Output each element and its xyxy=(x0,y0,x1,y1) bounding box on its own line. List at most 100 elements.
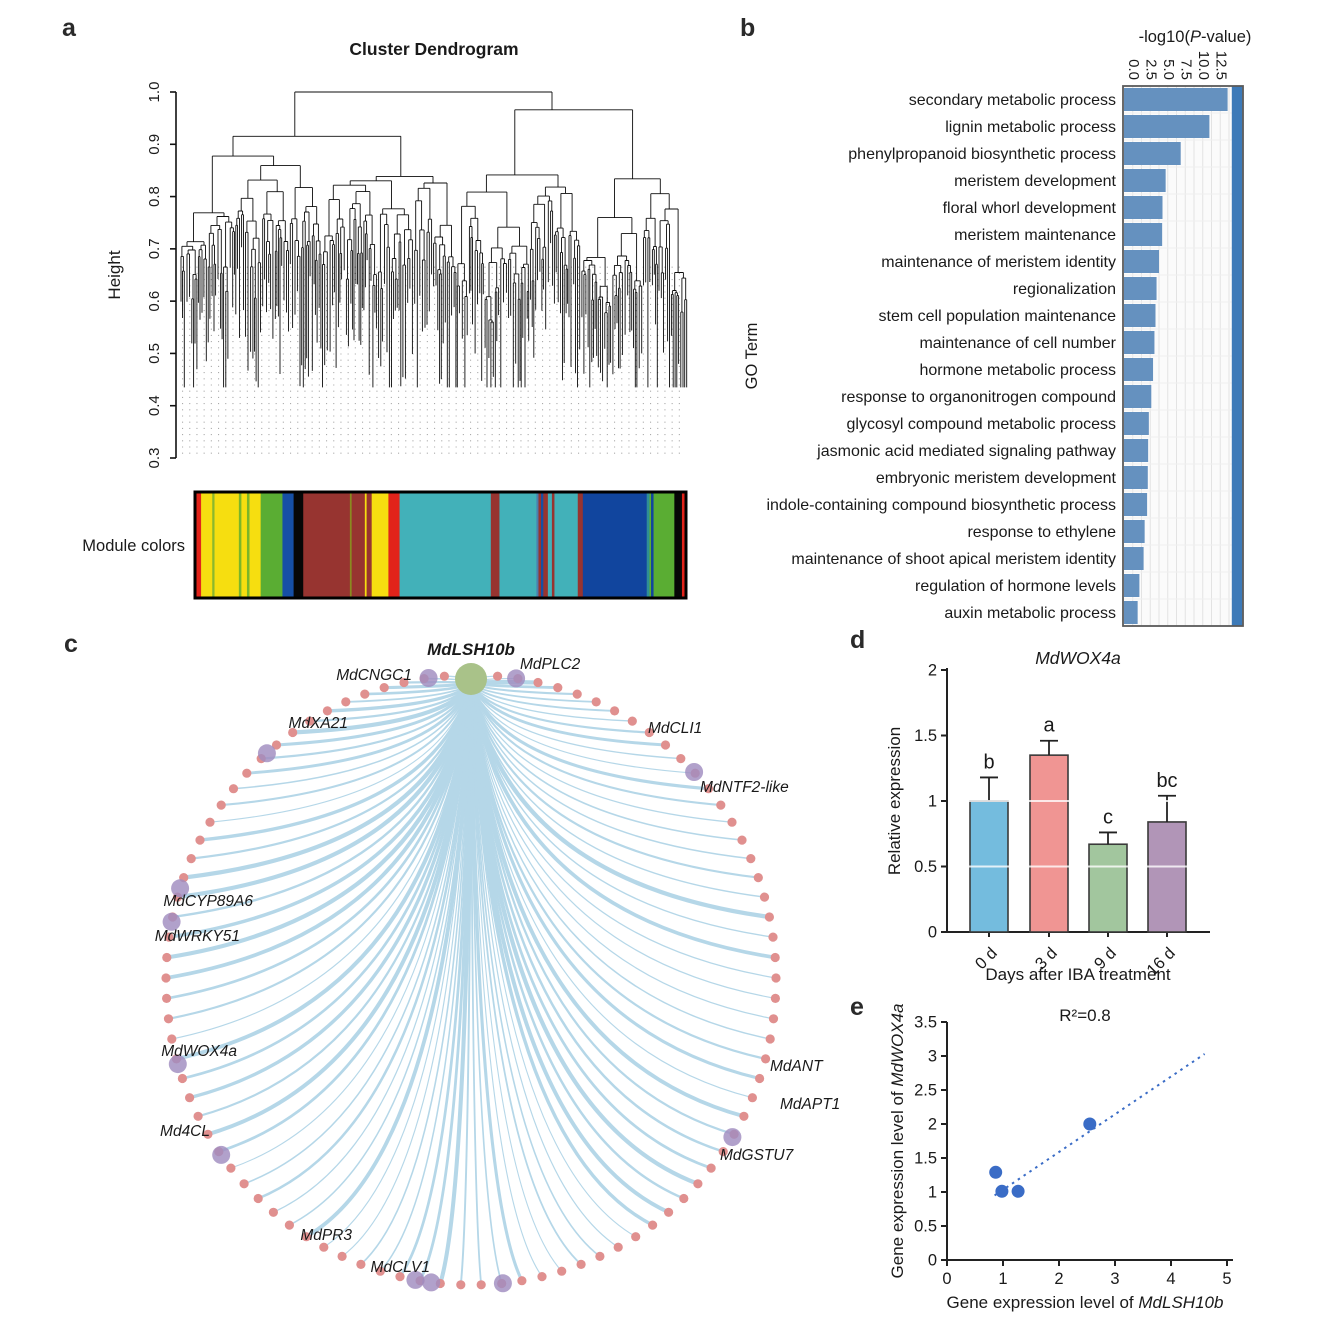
network-node xyxy=(533,677,543,688)
network-node xyxy=(167,1034,177,1044)
go-term-label: auxin metabolic process xyxy=(944,605,1116,622)
go-bar xyxy=(1124,223,1163,246)
dendrogram-y-tick: 1.0 xyxy=(146,82,163,103)
scatter-x-tick: 3 xyxy=(1110,1270,1119,1288)
go-axis-title: -log10(P-value) xyxy=(1139,28,1252,46)
network-gene-label: MdCYP89A6 xyxy=(163,893,253,910)
network-node xyxy=(660,740,671,750)
network-node xyxy=(439,671,449,681)
network-node xyxy=(764,912,775,922)
dendrogram-tree xyxy=(180,91,688,388)
go-bar xyxy=(1124,358,1154,381)
network-node xyxy=(216,800,226,810)
scatter-y-tick: 3 xyxy=(928,1048,937,1066)
panel-label-b: b xyxy=(740,14,756,42)
network-gene-label: MdWRKY51 xyxy=(155,928,240,945)
module-color-segment xyxy=(649,492,652,598)
network-hub-neighbor-node xyxy=(723,1128,742,1147)
network-node xyxy=(761,1054,771,1064)
go-x-tick: 10.0 xyxy=(1195,51,1212,80)
network-node xyxy=(739,1111,749,1121)
network-edge xyxy=(181,680,474,880)
scatter-y-tick: 0.5 xyxy=(914,1218,937,1236)
network-node xyxy=(747,1093,758,1103)
network-edge xyxy=(470,682,563,1272)
scatter-axes xyxy=(941,1021,1233,1266)
panel-label-d: d xyxy=(850,626,866,654)
network-node xyxy=(716,800,726,810)
network-node xyxy=(755,1073,765,1084)
go-term-label: glycosyl compound metabolic process xyxy=(847,416,1116,433)
network-gene-label: MdGSTU7 xyxy=(720,1147,795,1164)
network-node xyxy=(537,1272,547,1282)
module-color-segment xyxy=(238,492,242,598)
dendrogram-y-tick: 0.7 xyxy=(146,238,163,259)
go-gridlines xyxy=(1123,86,1243,626)
network-edge xyxy=(470,682,619,1248)
go-term-label: maintenance of meristem identity xyxy=(881,254,1116,271)
network-hub-neighbor-node xyxy=(507,669,526,688)
network-node xyxy=(239,1179,249,1189)
dendrogram-y-tick: 0.9 xyxy=(146,134,163,155)
dendrogram-leaf-dots xyxy=(182,266,680,454)
expression-y-tick: 2 xyxy=(928,662,937,680)
network-node xyxy=(664,1207,674,1217)
expression-y-tick: 1.5 xyxy=(914,727,937,745)
network-node xyxy=(284,1220,294,1230)
network-node xyxy=(356,1259,366,1269)
go-term-label: floral whorl development xyxy=(943,200,1117,217)
network-edge xyxy=(398,681,473,1278)
network-node xyxy=(379,683,389,693)
module-color-segment xyxy=(582,492,648,598)
network-node xyxy=(177,1073,187,1084)
go-term-label: embryonic meristem development xyxy=(876,470,1117,487)
network-node xyxy=(627,716,637,726)
module-color-segment xyxy=(554,492,579,598)
dendrogram-y-axis xyxy=(170,91,177,459)
module-color-segment xyxy=(653,492,675,598)
error-bar xyxy=(1040,739,1058,756)
module-color-segment xyxy=(364,492,368,598)
expression-bar xyxy=(1029,754,1069,933)
expression-y-tick: 0 xyxy=(928,924,937,942)
network-gene-label: MdWOX4a xyxy=(161,1043,237,1060)
go-bar xyxy=(1124,601,1138,624)
scatter-point xyxy=(995,1184,1009,1198)
go-term-label: lignin metabolic process xyxy=(945,119,1116,136)
scatter-x-tick: 2 xyxy=(1054,1270,1063,1288)
module-color-segment xyxy=(293,492,304,598)
scatter-x-tick: 4 xyxy=(1166,1270,1175,1288)
network-edges xyxy=(164,675,778,1286)
module-color-segment xyxy=(260,492,283,598)
network-edge xyxy=(469,681,778,960)
network-edge xyxy=(470,682,771,1040)
go-bar xyxy=(1124,547,1144,570)
scatter-point xyxy=(1083,1117,1097,1131)
network-node xyxy=(301,1232,311,1242)
significance-letter: c xyxy=(1103,806,1113,828)
network-node xyxy=(253,1193,263,1204)
network-node xyxy=(679,1193,689,1204)
go-edge-stripe xyxy=(1231,86,1243,626)
network-node xyxy=(517,1276,527,1286)
scatter-points xyxy=(989,1117,1097,1198)
network-edge xyxy=(470,682,775,1020)
network-node xyxy=(553,683,563,693)
go-bar xyxy=(1124,304,1156,327)
significance-letter: bc xyxy=(1156,770,1177,792)
network-node xyxy=(557,1266,567,1276)
network-edge xyxy=(174,681,473,1061)
module-color-segment xyxy=(201,492,213,598)
network-node xyxy=(341,697,351,707)
network-node xyxy=(193,1111,203,1121)
module-color-segment xyxy=(241,492,248,598)
network-edge xyxy=(470,682,601,1258)
network-node xyxy=(718,1147,728,1157)
trend-line xyxy=(994,1053,1206,1197)
network-edge xyxy=(470,682,743,841)
network-node xyxy=(706,1163,716,1173)
network-gene-label: MdPLC2 xyxy=(520,656,581,673)
module-color-segment xyxy=(490,492,500,598)
scatter-y-tick: 1 xyxy=(928,1184,937,1202)
